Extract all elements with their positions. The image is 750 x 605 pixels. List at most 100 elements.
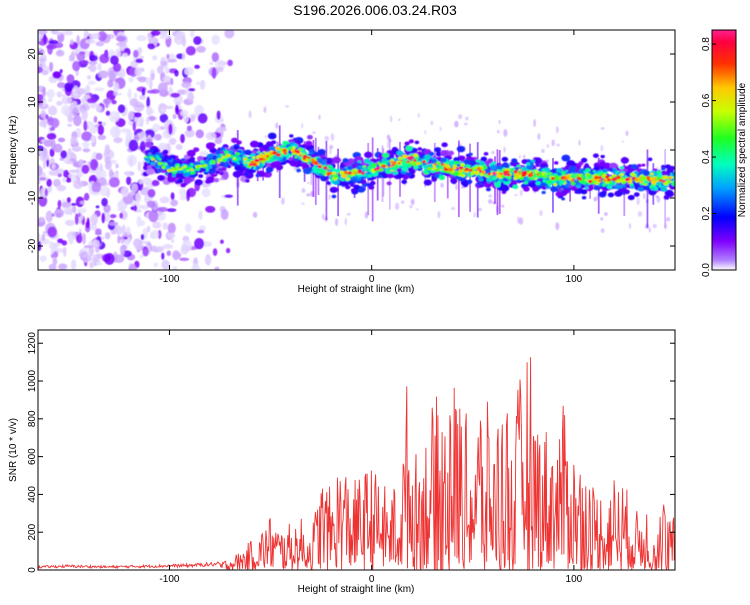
heatmap-blob — [210, 62, 213, 65]
heatmap-blob — [87, 75, 91, 79]
heatmap-blob — [47, 226, 57, 237]
heatmap-blob — [520, 189, 523, 196]
heatmap-cell — [337, 173, 339, 175]
heatmap-blob — [161, 61, 168, 66]
heatmap-cell — [473, 167, 476, 169]
heatmap-cell — [411, 162, 417, 166]
heatmap-cell — [296, 169, 301, 172]
heatmap-blob — [81, 254, 91, 263]
heatmap-blob — [172, 250, 180, 260]
heatmap-cell — [490, 165, 497, 170]
heatmap-blob — [57, 239, 63, 244]
heatmap-blob — [179, 196, 186, 201]
heatmap-cell — [615, 184, 621, 189]
heatmap-cell — [621, 157, 629, 163]
heatmap-blob — [96, 153, 103, 160]
heatmap-blob — [95, 167, 102, 179]
heatmap-cell — [341, 174, 346, 178]
heatmap-blob — [401, 200, 404, 204]
heatmap-cell — [159, 158, 162, 160]
snr-ytick-label: 600 — [27, 448, 38, 465]
heatmap-cell — [250, 141, 259, 148]
heatmap-blob — [217, 111, 221, 120]
heatmap-cell — [303, 155, 308, 159]
heatmap-blob — [146, 106, 152, 116]
heatmap-cell — [565, 170, 568, 173]
heatmap-cell — [311, 170, 314, 172]
heatmap-blob — [65, 220, 75, 226]
heatmap-blob — [175, 104, 179, 114]
heatmap-cell — [410, 156, 414, 159]
heatmap-cell — [270, 162, 278, 168]
heatmap-blob — [222, 119, 224, 122]
heatmap-cell — [307, 135, 313, 140]
heatmap-cell — [296, 141, 301, 145]
heatmap-cell — [344, 171, 348, 174]
heatmap-blob — [212, 35, 220, 45]
heatmap-blob — [77, 53, 85, 62]
heatmap-blob — [161, 252, 164, 259]
heatmap-blob — [95, 232, 102, 236]
snr-ytick-label: 400 — [27, 486, 38, 503]
heatmap-blob — [58, 200, 62, 208]
heatmap-blob — [139, 95, 146, 100]
heatmap-cell — [228, 152, 231, 154]
heatmap-blob — [173, 266, 177, 272]
heatmap-cell — [565, 189, 570, 193]
heatmap-blob — [134, 112, 141, 117]
heatmap-blob — [148, 210, 158, 222]
heatmap-blob — [492, 151, 495, 154]
heatmap-cell — [252, 156, 255, 159]
snr-ytick-label: 200 — [27, 523, 38, 540]
heatmap-blob — [275, 122, 278, 128]
heatmap-blob — [387, 141, 389, 149]
heatmap-blob — [190, 28, 194, 38]
heatmap-cell — [181, 166, 185, 169]
heatmap-cell — [282, 142, 286, 145]
heatmap-blob — [161, 260, 170, 270]
heatmap-cell — [205, 179, 211, 183]
heatmap-cell — [613, 182, 616, 185]
heatmap-cell — [441, 164, 444, 166]
heatmap-cell — [342, 158, 348, 163]
heatmap-blob — [579, 140, 581, 145]
heatmap-cell — [583, 170, 587, 173]
heatmap-cell — [152, 180, 160, 186]
heatmap-blob — [72, 107, 78, 117]
heatmap-cell — [376, 167, 380, 170]
heatmap-blob — [43, 34, 46, 44]
heatmap-blob — [92, 240, 100, 248]
heatmap-cell — [467, 180, 472, 184]
heatmap-cell — [400, 160, 402, 162]
heatmap-blob — [200, 80, 205, 90]
heatmap-cell — [616, 176, 621, 180]
heatmap-blob — [109, 177, 120, 188]
heatmap-blob — [216, 127, 227, 133]
heatmap-cell — [620, 173, 624, 176]
heatmap-blob — [140, 220, 145, 226]
heatmap-blob — [134, 205, 138, 212]
heatmap-cell — [396, 150, 403, 155]
heatmap-cell — [389, 165, 392, 167]
heatmap-cell — [200, 160, 205, 164]
heatmap-blob — [56, 50, 65, 57]
heatmap-cell — [330, 187, 338, 193]
heatmap-blob — [94, 87, 104, 91]
heatmap-blob — [281, 197, 285, 204]
heatmap-cell — [469, 153, 473, 156]
heatmap-cell — [459, 170, 463, 173]
heatmap-cell — [465, 164, 469, 167]
heatmap-cell — [492, 161, 496, 164]
heatmap-cell — [570, 175, 575, 179]
heatmap-blob — [196, 129, 204, 138]
heatmap-blob — [253, 212, 257, 218]
heatmap-cell — [451, 180, 456, 184]
heatmap-cell — [585, 163, 589, 166]
heatmap-blob — [168, 123, 172, 134]
snr-xtick-label: -100 — [159, 574, 179, 585]
heatmap-blob — [601, 127, 605, 130]
heatmap-cell — [364, 152, 373, 159]
heatmap-cell — [593, 170, 596, 173]
heatmap-blob — [72, 61, 80, 71]
heatmap-cell — [327, 168, 329, 170]
